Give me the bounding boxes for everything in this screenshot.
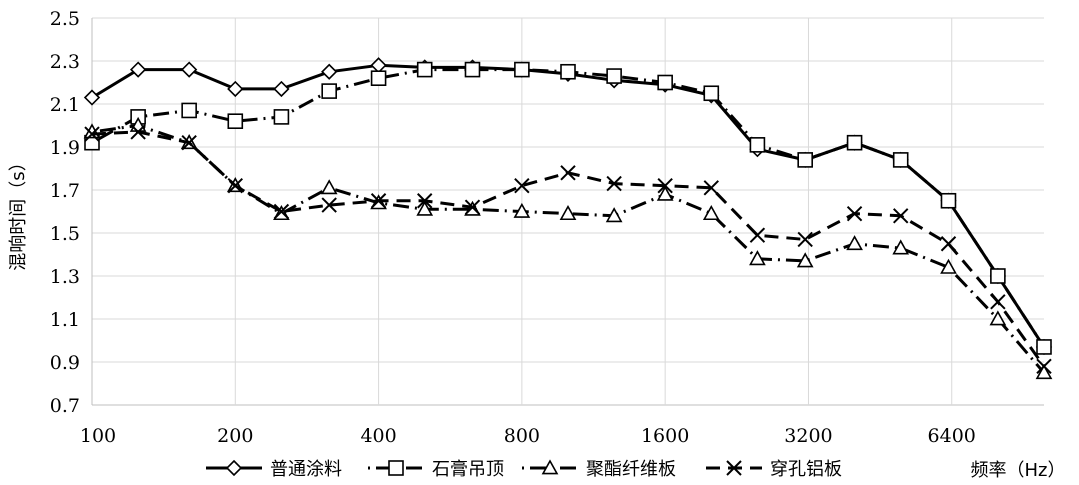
x-point bbox=[321, 197, 337, 213]
legend-item: 穿孔铝板 bbox=[706, 459, 842, 480]
square-point bbox=[606, 68, 622, 84]
x-point bbox=[514, 177, 530, 194]
square-point bbox=[370, 70, 387, 86]
x-tick-label: 6400 bbox=[928, 425, 976, 447]
triangle-point bbox=[513, 202, 531, 218]
series-2 bbox=[84, 61, 1052, 355]
square-point bbox=[321, 83, 337, 99]
x-tick-label: 3200 bbox=[784, 425, 832, 447]
legend-label: 普通涂料 bbox=[270, 459, 342, 480]
y-tick-label: 0.7 bbox=[50, 395, 80, 417]
triangle-point bbox=[656, 185, 674, 201]
square-point bbox=[990, 268, 1006, 284]
y-tick-label: 1.3 bbox=[50, 266, 80, 288]
x-point bbox=[990, 294, 1006, 310]
legend-label: 石膏吊顶 bbox=[432, 458, 504, 480]
triangle-point bbox=[989, 310, 1007, 326]
y-tick-label: 2.5 bbox=[50, 8, 80, 30]
legend-item: 石膏吊顶 bbox=[368, 458, 504, 480]
x-point bbox=[657, 177, 673, 194]
legend-marker bbox=[225, 459, 243, 477]
legend-item: 普通涂料 bbox=[206, 459, 342, 480]
x-point bbox=[1036, 358, 1052, 375]
square-point bbox=[892, 152, 909, 168]
y-tick-label: 1.7 bbox=[50, 180, 80, 202]
triangle-point bbox=[559, 205, 577, 221]
x-point bbox=[464, 199, 481, 215]
square-point bbox=[273, 109, 290, 125]
x-point bbox=[130, 124, 146, 140]
square-point bbox=[846, 134, 863, 151]
x-point bbox=[84, 126, 100, 142]
diamond-point bbox=[83, 89, 101, 106]
legend-item: 聚酯纤维板 bbox=[522, 459, 676, 480]
diamond-point bbox=[129, 61, 147, 78]
x-tick-label: 400 bbox=[360, 425, 396, 447]
square-point bbox=[514, 61, 530, 78]
triangle-point bbox=[702, 205, 720, 221]
diamond-point bbox=[273, 80, 290, 98]
y-axis-label: 混响时间（s） bbox=[8, 153, 29, 270]
square-point bbox=[227, 113, 244, 129]
legend-label: 穿孔铝板 bbox=[770, 459, 842, 480]
square-point bbox=[560, 63, 576, 80]
square-point bbox=[416, 61, 433, 78]
square-point bbox=[797, 152, 813, 168]
series-4 bbox=[84, 124, 1052, 375]
y-tick-label: 0.9 bbox=[50, 352, 80, 374]
square-point bbox=[464, 61, 481, 78]
diamond-point bbox=[370, 57, 387, 74]
triangle-point bbox=[846, 235, 863, 251]
x-point bbox=[417, 193, 433, 209]
y-tick-label: 2.1 bbox=[50, 94, 80, 116]
x-point bbox=[560, 165, 576, 181]
y-tick-label: 1.1 bbox=[50, 309, 80, 331]
triangle-point bbox=[749, 250, 766, 266]
x-point bbox=[749, 227, 766, 243]
x-tick-label: 800 bbox=[504, 425, 540, 447]
x-tick-label: 100 bbox=[80, 425, 116, 447]
square-point bbox=[749, 137, 766, 153]
x-point bbox=[273, 203, 290, 220]
legend-marker bbox=[541, 459, 559, 475]
legend-marker bbox=[726, 460, 742, 476]
x-point bbox=[846, 205, 863, 222]
triangle-point bbox=[320, 179, 338, 195]
x-point bbox=[940, 236, 957, 252]
x-point bbox=[703, 180, 719, 196]
triangle-point bbox=[940, 258, 957, 274]
triangle-point bbox=[892, 239, 910, 255]
diamond-point bbox=[321, 63, 338, 80]
diamond-point bbox=[181, 61, 198, 78]
x-point bbox=[893, 208, 909, 224]
x-point bbox=[606, 175, 622, 192]
square-point bbox=[181, 102, 197, 119]
triangle-point bbox=[605, 207, 623, 223]
x-axis-label: 频率（Hz） bbox=[971, 460, 1066, 481]
x-point bbox=[227, 177, 243, 194]
x-point bbox=[797, 231, 813, 248]
diamond-point bbox=[227, 80, 244, 98]
triangle-point bbox=[1035, 364, 1053, 380]
square-point bbox=[657, 74, 673, 91]
triangle-point bbox=[796, 252, 814, 268]
y-tick-label: 2.3 bbox=[50, 51, 80, 73]
square-point bbox=[940, 192, 957, 209]
series-layer bbox=[83, 57, 1053, 380]
tick-layer: 0.7 0.9 1.1 1.3 1.5 1.7 1.9 2.1 2.3 2.5 100 200 400 8… bbox=[50, 8, 976, 447]
triangle-point bbox=[83, 123, 101, 139]
x-point bbox=[370, 193, 387, 209]
square-point bbox=[703, 85, 720, 102]
y-tick-label: 1.5 bbox=[50, 223, 80, 245]
legend-marker bbox=[388, 460, 404, 476]
legend-label: 聚酯纤维板 bbox=[586, 459, 676, 480]
triangle-point bbox=[416, 200, 434, 216]
square-point bbox=[1036, 339, 1052, 355]
x-tick-label: 200 bbox=[217, 425, 253, 447]
y-tick-label: 1.9 bbox=[50, 137, 80, 159]
x-tick-label: 1600 bbox=[641, 425, 689, 447]
legend: 普通涂料 石膏吊顶 聚酯纤维板 穿孔铝板 bbox=[206, 458, 842, 480]
x-point bbox=[181, 134, 197, 151]
